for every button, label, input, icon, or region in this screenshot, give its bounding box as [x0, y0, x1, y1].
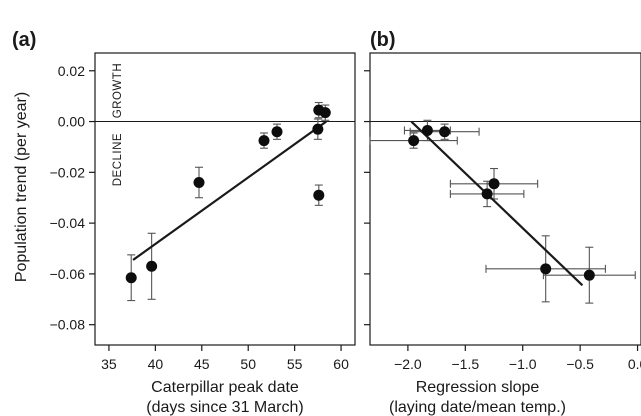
y-tick-label: −0.08 — [50, 317, 86, 333]
x-tick-label: 55 — [287, 356, 303, 372]
x-axis-label-units: (days since 31 March) — [146, 399, 303, 416]
plot-frame — [369, 52, 641, 346]
x-tick-label: 50 — [240, 356, 256, 372]
x-tick-label: −0.5 — [566, 356, 594, 372]
x-tick-label: 40 — [148, 356, 164, 372]
panel-label: (b) — [370, 29, 396, 51]
x-tick-label: 35 — [101, 356, 117, 372]
data-point — [481, 188, 493, 200]
y-tick-label: −0.02 — [50, 164, 86, 180]
data-point — [271, 126, 283, 138]
data-point — [439, 126, 451, 138]
x-axis-label: Caterpillar peak date — [151, 379, 299, 396]
decline-label: DECLINE — [112, 133, 124, 186]
y-tick-label: 0.02 — [58, 63, 85, 79]
data-point — [125, 272, 137, 284]
data-point — [193, 176, 205, 188]
data-point — [421, 124, 433, 136]
panel-a: (a) 35 40 45 50 55 60 0.02 0.00 −0.02 −0.04 −0.06 −0… — [12, 29, 356, 416]
data-point — [312, 123, 324, 135]
x-axis-label: Regression slope — [416, 379, 540, 396]
x-tick-label: 0.0 — [628, 356, 641, 372]
data-point — [488, 178, 500, 190]
regression-line — [132, 120, 327, 261]
data-point — [540, 263, 552, 275]
data-point — [146, 260, 158, 272]
y-tick-label: −0.04 — [50, 215, 86, 231]
panel-b: (b) −2.0 −1.5 −1.0 −0.5 0.0 Regression slope (l… — [364, 29, 641, 416]
plot-frame — [94, 52, 356, 346]
data-point — [319, 107, 331, 119]
x-tick-label: 45 — [194, 356, 210, 372]
y-tick-label: 0.00 — [58, 114, 85, 130]
y-tick-label: −0.06 — [50, 266, 86, 282]
x-tick-label: −1.5 — [451, 356, 479, 372]
data-point — [583, 269, 595, 281]
regression-line — [410, 120, 584, 287]
panel-label: (a) — [12, 29, 36, 51]
data-point — [408, 135, 420, 147]
x-tick-label: 60 — [333, 356, 349, 372]
data-point — [313, 189, 325, 201]
x-tick-label: −2.0 — [394, 356, 422, 372]
data-point — [258, 135, 270, 147]
x-tick-label: −1.0 — [509, 356, 537, 372]
y-axis-label: Population trend (per year) — [13, 92, 30, 282]
x-axis-label-units: (laying date/mean temp.) — [389, 399, 566, 416]
growth-label: GROWTH — [112, 63, 124, 118]
